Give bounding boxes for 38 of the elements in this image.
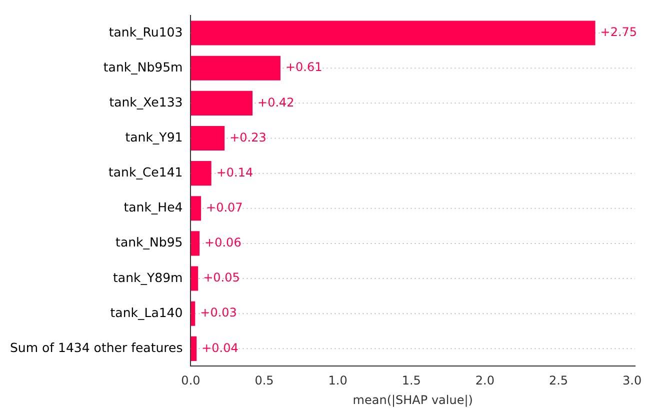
bar	[190, 161, 212, 186]
data-label: +0.03	[200, 306, 237, 320]
data-label: +0.07	[206, 200, 243, 215]
bar	[190, 301, 196, 326]
y-tick-label: tank_Nb95m	[103, 59, 183, 74]
x-tick-label: 3.0	[622, 374, 642, 388]
bar	[190, 196, 202, 221]
data-label: +0.06	[204, 236, 242, 250]
x-tick-label: 0.5	[254, 374, 274, 388]
bar	[190, 20, 596, 46]
x-tick-label: 2.5	[548, 374, 568, 388]
x-axis-title: mean(|SHAP value|)	[352, 392, 473, 407]
y-tick-label: tank_He4	[124, 200, 183, 215]
data-label: +0.04	[202, 340, 238, 355]
data-label: +0.05	[203, 270, 240, 285]
y-tick-label: tank_Y91	[125, 129, 183, 144]
data-label: +2.75	[600, 25, 638, 40]
x-tick-label: 2.0	[475, 374, 494, 388]
y-tick-label: tank_Xe133	[109, 94, 183, 110]
data-label: +0.42	[258, 95, 294, 110]
bar	[190, 231, 200, 256]
x-tick-label: 1.5	[402, 374, 421, 388]
bar	[190, 126, 225, 151]
bar	[190, 336, 197, 361]
bar	[190, 90, 253, 116]
x-tick-label: 1.0	[328, 374, 348, 388]
x-tick-label: 0.0	[181, 374, 200, 388]
bar	[190, 266, 198, 291]
data-label: +0.14	[216, 165, 254, 180]
bar	[190, 56, 280, 80]
y-tick-label: tank_Ru103	[108, 24, 183, 40]
y-tick-label: tank_Nb95	[116, 234, 183, 250]
data-label: +0.23	[230, 130, 266, 144]
y-tick-label: Sum of 1434 other features	[10, 340, 183, 355]
y-tick-label: tank_Y89m	[113, 270, 183, 285]
y-tick-label: tank_Ce141	[108, 164, 183, 180]
y-tick-label: tank_La140	[110, 304, 183, 320]
data-label: +0.61	[285, 60, 322, 74]
